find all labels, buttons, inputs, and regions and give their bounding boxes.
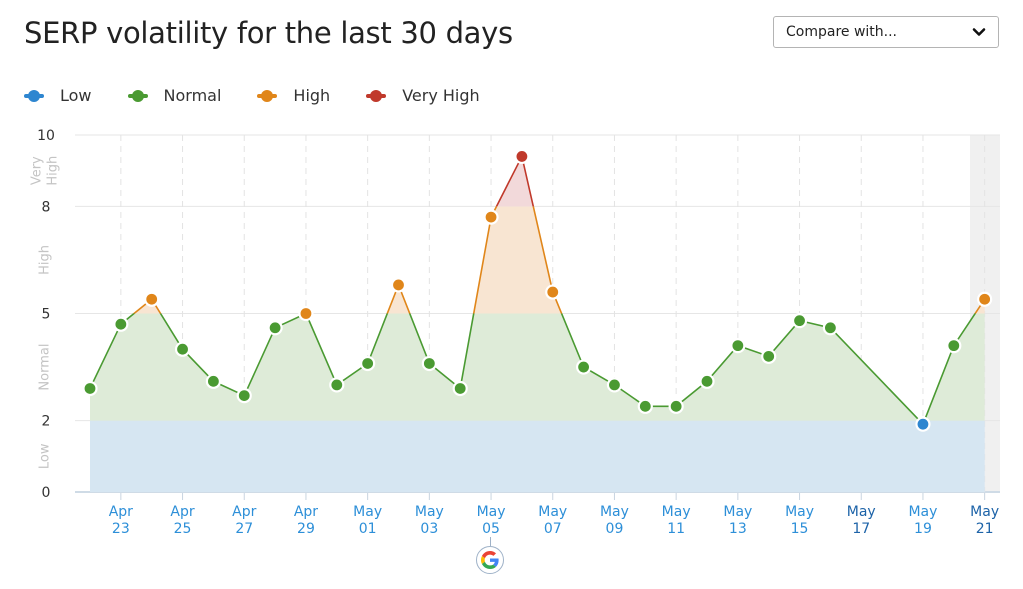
legend-marker-icon — [257, 89, 278, 102]
legend-item-normal[interactable]: Normal — [127, 86, 222, 105]
x-tick-label: 03 — [420, 521, 438, 537]
x-tick-label: May — [600, 504, 629, 520]
data-point[interactable] — [514, 148, 530, 165]
data-point[interactable] — [298, 305, 314, 322]
page-title: SERP volatility for the last 30 days — [24, 16, 513, 50]
x-tick-label: May — [908, 504, 937, 520]
legend-label: Low — [60, 86, 92, 105]
data-point[interactable] — [236, 388, 252, 404]
data-point[interactable] — [730, 338, 746, 354]
x-tick-label: May — [970, 504, 999, 520]
y-tick-label: 10 — [37, 128, 55, 144]
y-band-label: High — [46, 156, 61, 186]
x-tick-label: 05 — [482, 521, 500, 537]
y-tick-label: 2 — [42, 414, 51, 430]
data-point[interactable] — [144, 291, 160, 307]
x-tick-label: May — [477, 504, 506, 520]
legend-label: High — [293, 86, 331, 105]
x-tick-label: Apr — [170, 504, 194, 520]
x-tick-label: May — [847, 504, 876, 520]
x-tick-label: 15 — [791, 521, 809, 537]
legend-item-high[interactable]: High — [257, 86, 330, 105]
compare-with-label: Compare with... — [786, 24, 898, 40]
data-point[interactable] — [915, 416, 931, 432]
legend-label: Very High — [402, 86, 480, 105]
x-tick-label: May — [353, 504, 382, 520]
x-tick-label: 17 — [852, 521, 870, 537]
x-tick-label: May — [662, 504, 691, 520]
x-tick-label: May — [415, 504, 444, 520]
x-tick-label: Apr — [232, 504, 256, 520]
x-tick-label: 01 — [359, 521, 377, 537]
chart-legend: Low Normal High Very High — [24, 86, 516, 105]
y-band-label: Very — [30, 156, 45, 185]
area-fill — [90, 420, 985, 492]
x-tick-label: Apr — [109, 504, 133, 520]
x-tick-label: 25 — [174, 521, 192, 537]
x-tick-label: 19 — [914, 521, 932, 537]
legend-item-low[interactable]: Low — [24, 86, 92, 105]
data-point[interactable] — [606, 377, 623, 393]
data-point[interactable] — [360, 355, 376, 372]
data-point[interactable] — [267, 320, 283, 336]
data-point[interactable] — [791, 313, 808, 329]
compare-with-dropdown[interactable]: Compare with... — [773, 16, 999, 48]
google-icon — [481, 551, 499, 569]
data-point[interactable] — [174, 341, 191, 357]
data-point[interactable] — [113, 316, 129, 332]
x-tick-label: 09 — [606, 521, 624, 537]
data-point[interactable] — [205, 373, 221, 389]
y-tick-label: 0 — [42, 485, 51, 501]
data-point[interactable] — [545, 284, 561, 300]
series-line — [495, 154, 535, 207]
x-tick-label: May — [785, 504, 814, 520]
y-tick-label: 5 — [42, 307, 51, 323]
data-point[interactable] — [699, 373, 715, 389]
data-point[interactable] — [483, 209, 499, 225]
legend-marker-icon — [366, 89, 387, 102]
legend-marker-icon — [24, 89, 44, 102]
x-tick-label: 27 — [235, 521, 253, 537]
y-band-label: Normal — [38, 344, 53, 391]
x-tick-label: 23 — [112, 521, 130, 537]
data-point[interactable] — [822, 320, 839, 336]
x-tick-label: 29 — [297, 521, 315, 537]
x-tick-label: 21 — [976, 521, 994, 537]
data-point[interactable] — [390, 277, 407, 293]
legend-label: Normal — [163, 86, 222, 105]
x-tick-label: 13 — [729, 521, 747, 537]
legend-item-very-high[interactable]: Very High — [366, 86, 480, 105]
google-update-marker[interactable] — [476, 546, 504, 574]
area-fill — [90, 313, 985, 421]
data-point[interactable] — [946, 338, 962, 354]
data-point[interactable] — [421, 355, 437, 372]
y-band-label: Low — [38, 443, 53, 469]
data-point[interactable] — [761, 348, 777, 364]
data-point[interactable] — [329, 377, 345, 393]
legend-marker-icon — [127, 89, 148, 102]
data-point[interactable] — [575, 359, 592, 375]
data-point[interactable] — [977, 291, 993, 307]
x-tick-label: Apr — [294, 504, 318, 520]
y-tick-label: 8 — [42, 199, 51, 215]
chevron-down-icon — [972, 28, 986, 36]
data-point[interactable] — [82, 380, 98, 397]
series-line — [89, 313, 977, 421]
google-marker-stem — [490, 537, 491, 546]
y-band-label: High — [38, 245, 53, 275]
x-tick-label: 11 — [667, 521, 685, 537]
data-point[interactable] — [637, 398, 653, 414]
data-point[interactable] — [668, 398, 684, 414]
data-point[interactable] — [452, 380, 468, 397]
x-tick-label: May — [723, 504, 752, 520]
x-tick-label: 07 — [544, 521, 562, 537]
x-tick-label: May — [538, 504, 567, 520]
